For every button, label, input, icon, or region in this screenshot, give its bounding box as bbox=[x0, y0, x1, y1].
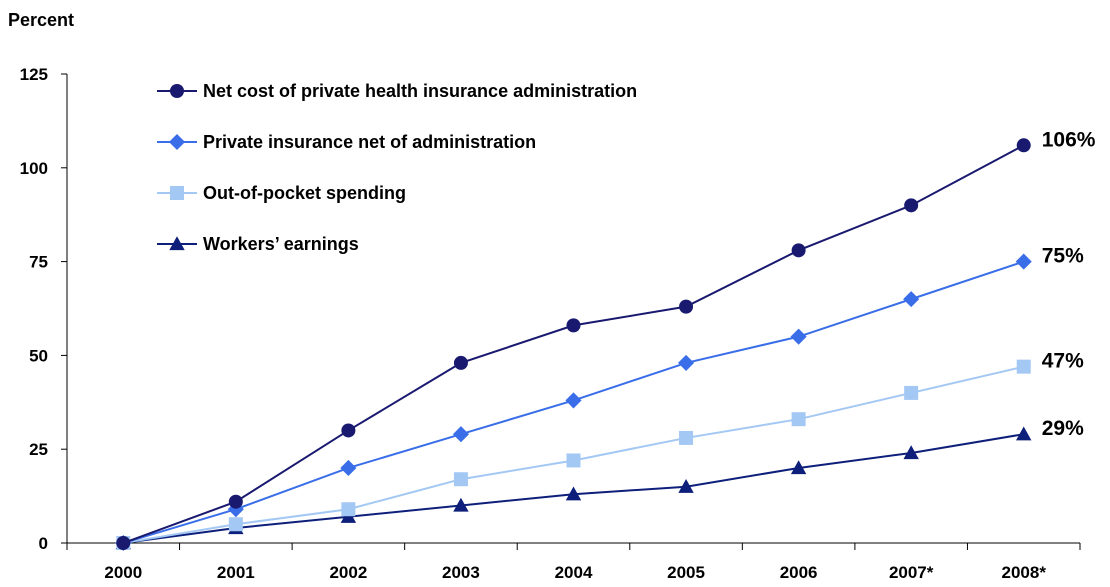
data-point bbox=[903, 291, 920, 308]
legend-item: Workers’ earnings bbox=[157, 234, 359, 254]
legend-marker bbox=[170, 186, 184, 200]
data-point bbox=[790, 328, 807, 345]
y-tick-label: 50 bbox=[29, 346, 48, 365]
data-point bbox=[679, 430, 694, 445]
data-point bbox=[904, 198, 919, 213]
data-point bbox=[340, 459, 357, 477]
data-point bbox=[903, 445, 919, 460]
y-tick-label: 125 bbox=[20, 65, 48, 84]
data-point bbox=[341, 423, 356, 438]
legend-marker bbox=[170, 84, 184, 98]
legend-label: Workers’ earnings bbox=[203, 234, 359, 254]
x-tick-label: 2008* bbox=[1002, 563, 1047, 582]
data-point bbox=[453, 472, 468, 487]
data-point bbox=[228, 517, 243, 532]
x-tick-label: 2000 bbox=[104, 563, 142, 582]
x-tick-label: 2004 bbox=[555, 563, 593, 582]
legend-label: Private insurance net of administration bbox=[203, 132, 536, 152]
series-circle bbox=[116, 138, 1031, 550]
x-tick-label: 2003 bbox=[442, 563, 480, 582]
x-tick-label: 2002 bbox=[329, 563, 367, 582]
data-point bbox=[565, 392, 582, 409]
data-point bbox=[452, 426, 469, 443]
legend-marker bbox=[169, 236, 185, 251]
end-labels: 106% 75% 47% 29% bbox=[1042, 128, 1096, 440]
end-value-label: 47% bbox=[1042, 350, 1084, 373]
data-point bbox=[566, 453, 581, 468]
data-point bbox=[678, 354, 695, 371]
axes: 0 25 50 75 100 125 2000 2001 2002 2003 2004 2005 200… bbox=[20, 65, 1081, 582]
legend-label: Out-of-pocket spending bbox=[203, 183, 406, 203]
data-point bbox=[790, 460, 807, 475]
data-point bbox=[904, 385, 919, 400]
legend-marker bbox=[168, 133, 186, 151]
legend-item: Private insurance net of administration bbox=[157, 132, 536, 152]
series-layer bbox=[115, 138, 1032, 552]
data-point bbox=[453, 497, 469, 512]
series-square bbox=[116, 359, 1031, 550]
series-diamond bbox=[115, 253, 1032, 552]
data-point bbox=[1016, 426, 1032, 441]
data-point bbox=[228, 494, 243, 509]
legend-item: Net cost of private health insurance adm… bbox=[157, 81, 637, 101]
series-triangle bbox=[115, 426, 1032, 550]
x-tick-label: 2005 bbox=[667, 563, 705, 582]
legend: Net cost of private health insurance adm… bbox=[157, 81, 637, 254]
end-value-label: 75% bbox=[1042, 245, 1084, 268]
data-point bbox=[1015, 253, 1032, 270]
x-tick-label: 2001 bbox=[217, 563, 255, 582]
data-point bbox=[341, 502, 356, 517]
data-point bbox=[566, 318, 581, 333]
data-point bbox=[791, 412, 806, 427]
data-point bbox=[791, 243, 806, 258]
data-point bbox=[679, 299, 694, 314]
x-tick-label: 2007* bbox=[889, 563, 934, 582]
legend-label: Net cost of private health insurance adm… bbox=[203, 81, 637, 101]
data-point bbox=[116, 536, 131, 550]
y-axis-title: Percent bbox=[8, 10, 74, 30]
end-value-label: 106% bbox=[1042, 128, 1096, 151]
y-tick-label: 75 bbox=[29, 253, 48, 272]
y-tick-label: 100 bbox=[20, 159, 48, 178]
data-point bbox=[565, 486, 582, 501]
x-tick-label: 2006 bbox=[780, 563, 818, 582]
series-line bbox=[122, 144, 1025, 544]
y-tick-label: 25 bbox=[29, 440, 48, 459]
legend-item: Out-of-pocket spending bbox=[157, 183, 406, 203]
data-point bbox=[1016, 138, 1031, 153]
data-point bbox=[678, 479, 694, 493]
data-point bbox=[1016, 359, 1031, 374]
y-tick-label: 0 bbox=[39, 534, 48, 553]
end-value-label: 29% bbox=[1042, 417, 1084, 440]
data-point bbox=[453, 355, 468, 370]
